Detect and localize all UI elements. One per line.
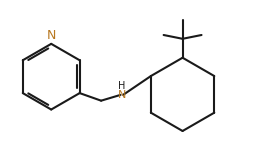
Text: N: N [118, 90, 126, 100]
Text: H: H [118, 81, 125, 91]
Text: N: N [46, 29, 56, 42]
